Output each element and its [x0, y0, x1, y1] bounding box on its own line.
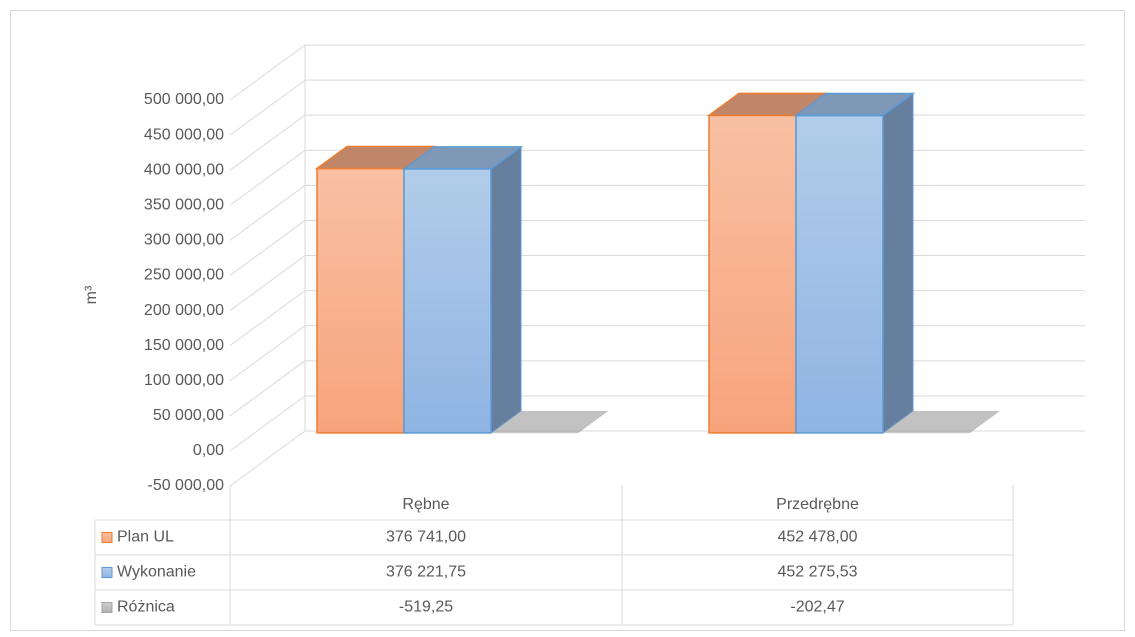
bar-top [793, 92, 916, 117]
table-value: 452 275,53 [777, 564, 857, 581]
y-tick-label: -50 000,00 [147, 477, 224, 494]
legend-key [101, 602, 113, 613]
y-tick-label: 300 000,00 [144, 232, 224, 249]
y-tick-label: 400 000,00 [144, 161, 224, 178]
bar-side [970, 410, 1000, 434]
legend-label: Wykonanie [117, 564, 196, 581]
grid-line-side [229, 255, 306, 311]
y-tick-label: 500 000,00 [144, 91, 224, 108]
table-value: 376 741,00 [386, 529, 466, 546]
table-value: 452 478,00 [777, 529, 857, 546]
x-tick-label: Przedrębne [776, 496, 859, 513]
bar [708, 114, 797, 434]
chart-border [10, 10, 1125, 631]
table-value: -519,25 [399, 599, 453, 616]
y-tick-label: 450 000,00 [144, 126, 224, 143]
legend-label: Plan UL [117, 529, 174, 546]
grid-line-side [229, 44, 306, 101]
bar-top [401, 146, 524, 170]
y-tick-label: 150 000,00 [144, 337, 224, 354]
bar-side [882, 92, 914, 434]
grid-line-side [229, 395, 306, 452]
grid-line-side [229, 325, 306, 382]
bar-top [491, 410, 608, 433]
y-tick-label: 250 000,00 [144, 267, 224, 284]
legend-label: Różnica [117, 599, 175, 616]
grid-line-side [229, 149, 306, 206]
table-value: 376 221,75 [386, 564, 466, 581]
grid-line-side [229, 430, 306, 487]
grid-line-side [229, 290, 306, 347]
bar [403, 168, 492, 434]
y-tick-label: 0,00 [193, 442, 224, 459]
x-tick-label: Rębne [402, 496, 449, 513]
legend-key [101, 532, 113, 543]
bar [795, 114, 884, 434]
legend-key [101, 567, 113, 578]
y-tick-label: 50 000,00 [153, 407, 224, 424]
y-tick-label: 200 000,00 [144, 302, 224, 319]
bar [316, 167, 405, 434]
bar-side [490, 145, 522, 434]
grid-line-side [229, 184, 306, 241]
bar-top [883, 410, 1000, 433]
grid-line-side [229, 360, 306, 417]
table-value: -202,47 [790, 599, 844, 616]
grid-line-side [229, 79, 306, 136]
y-tick-label: 100 000,00 [144, 372, 224, 389]
y-axis-title: m³ [83, 285, 100, 304]
grid-line-side [229, 114, 306, 171]
grid-line-side [229, 220, 306, 276]
y-tick-label: 350 000,00 [144, 196, 224, 213]
bar-side [578, 410, 608, 434]
